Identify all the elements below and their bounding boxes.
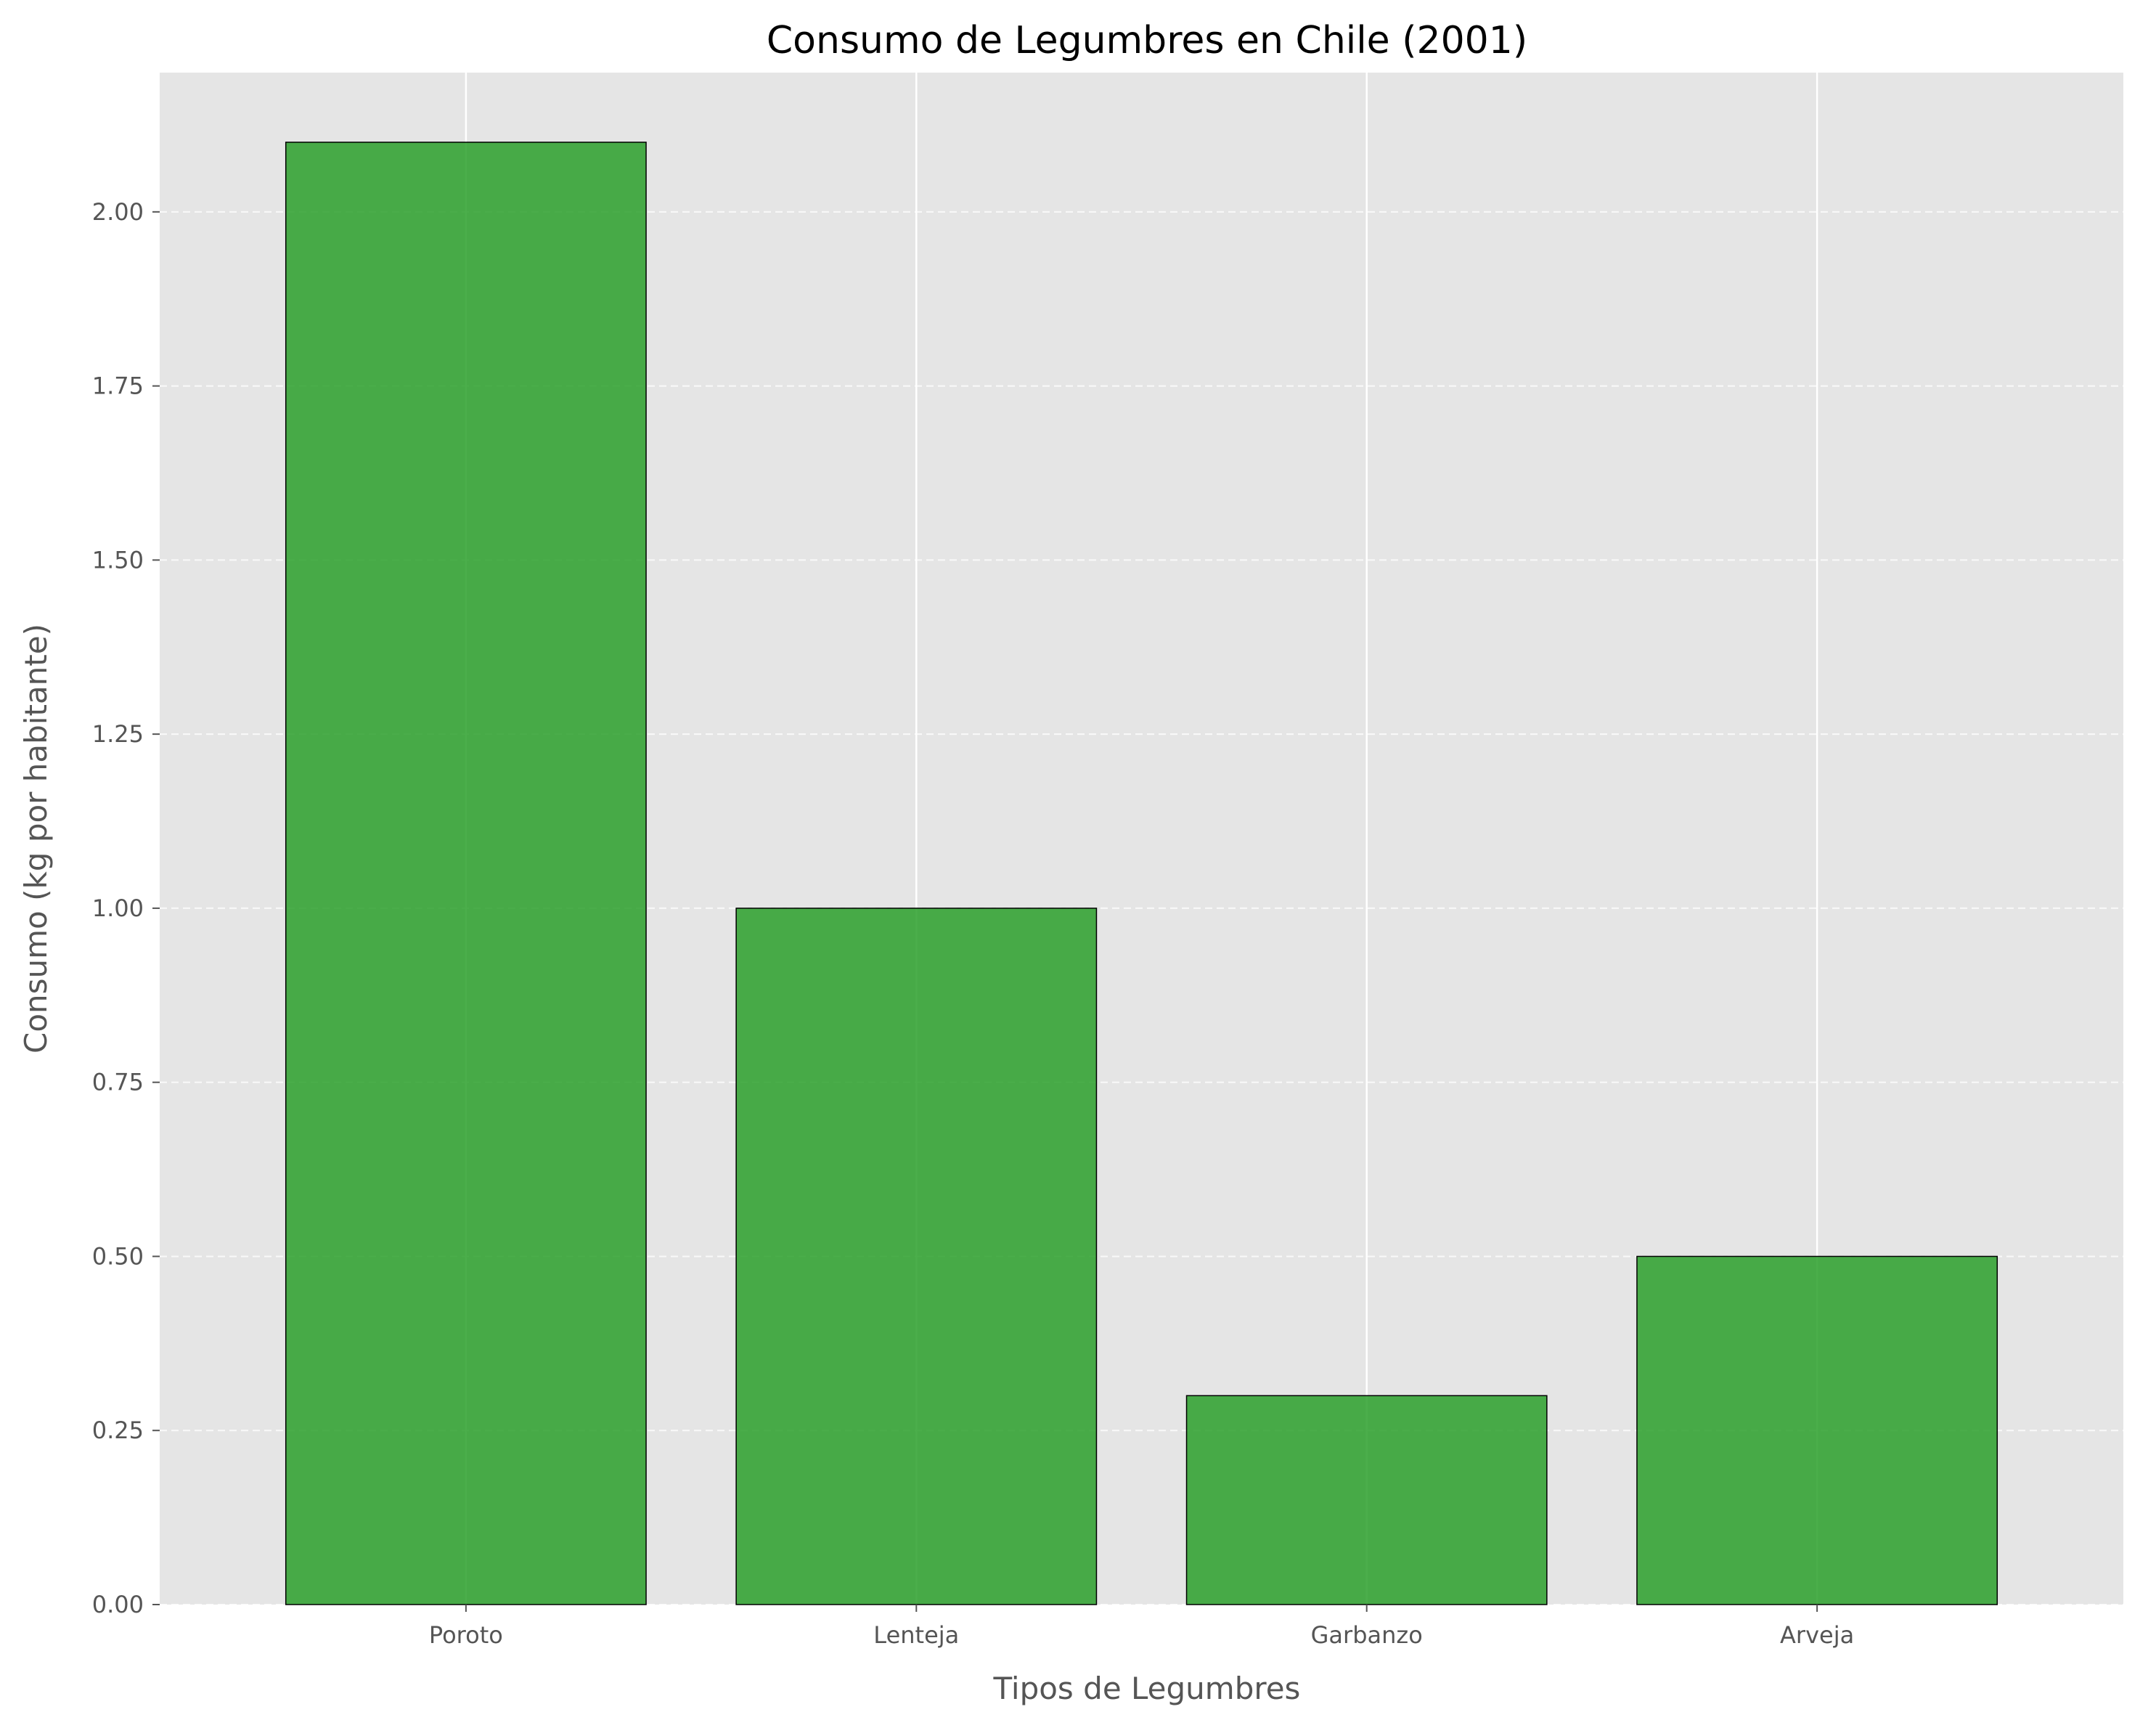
chart-title: Consumo de Legumbres en Chile (2001) (767, 19, 1527, 62)
bar-lenteja (735, 908, 1098, 1605)
x-tick-label: Poroto (429, 1621, 503, 1649)
y-tick-label: 0.25 (92, 1417, 144, 1444)
y-tick-label: 1.75 (92, 372, 144, 400)
x-tick-label: Garbanzo (1311, 1621, 1423, 1649)
y-tick-label: 0.00 (92, 1591, 144, 1618)
x-axis-ticks: Poroto Lenteja Garbanzo Arveja (429, 1605, 1854, 1649)
x-tick-label: Arveja (1780, 1621, 1854, 1649)
y-tick-label: 1.50 (92, 546, 144, 574)
y-tick-label: 2.00 (92, 198, 144, 226)
x-axis-label: Tipos de Legumbres (993, 1671, 1301, 1706)
y-tick-label: 1.00 (92, 894, 144, 922)
bar-poroto (285, 142, 647, 1605)
bar-garbanzo (1185, 1395, 1548, 1605)
bars (285, 142, 1998, 1605)
y-tick-label: 0.75 (92, 1069, 144, 1096)
y-tick-label: 0.50 (92, 1242, 144, 1270)
x-tick-label: Lenteja (873, 1621, 959, 1649)
y-axis-ticks: 0.00 0.25 0.50 0.75 1.00 1.25 1.50 1.75 2.00 (92, 198, 160, 1618)
y-tick-label: 1.25 (92, 720, 144, 748)
bar-arveja (1636, 1255, 1998, 1605)
y-axis-label: Consumo (kg por habitante) (18, 624, 54, 1053)
